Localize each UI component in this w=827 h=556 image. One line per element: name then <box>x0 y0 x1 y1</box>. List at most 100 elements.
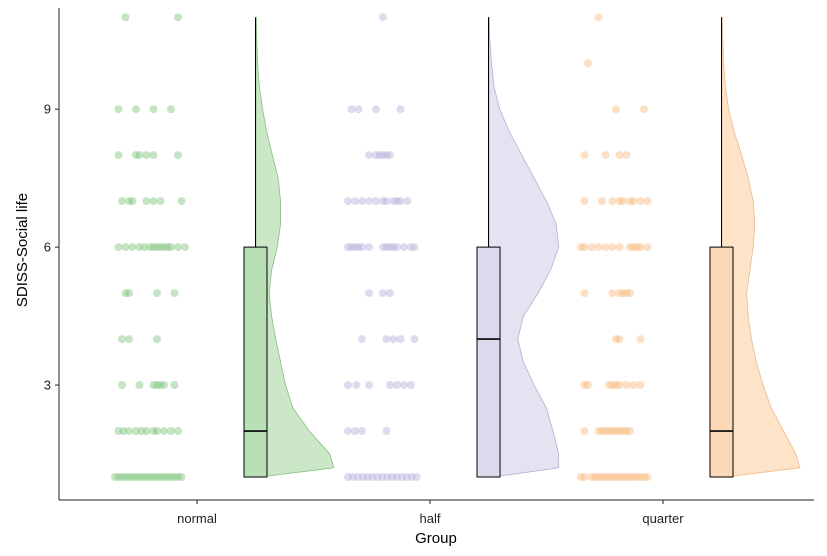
data-point <box>153 335 161 344</box>
data-point <box>354 243 363 252</box>
data-point <box>135 243 144 252</box>
data-point <box>619 473 627 481</box>
data-point <box>598 473 606 481</box>
data-point <box>114 151 123 160</box>
data-point <box>601 427 610 435</box>
data-point <box>400 381 408 389</box>
x-axis-title: Group <box>415 530 457 547</box>
data-point <box>121 243 130 252</box>
data-point <box>142 427 151 435</box>
data-point <box>160 243 168 252</box>
data-point <box>393 381 401 389</box>
data-point <box>344 427 352 435</box>
data-point <box>608 289 617 298</box>
data-point <box>365 151 373 160</box>
box-half <box>476 246 501 478</box>
data-point <box>410 243 419 252</box>
data-point <box>358 197 366 206</box>
data-point <box>114 473 123 481</box>
data-point <box>584 59 592 68</box>
data-point <box>358 243 366 252</box>
data-point <box>121 13 130 22</box>
data-point <box>135 473 144 481</box>
data-point <box>615 473 624 481</box>
data-point <box>396 335 405 344</box>
data-point <box>379 243 387 252</box>
data-point <box>633 243 641 252</box>
data-point <box>372 197 380 206</box>
box-quarter <box>709 246 734 478</box>
data-point <box>629 197 638 206</box>
data-point <box>643 197 652 206</box>
data-point <box>629 473 638 481</box>
data-point <box>612 427 620 435</box>
data-point <box>587 243 596 252</box>
data-point <box>132 151 140 160</box>
data-point <box>643 243 652 252</box>
data-point <box>344 381 352 389</box>
data-point <box>386 381 394 389</box>
data-point <box>160 381 168 389</box>
data-point <box>605 473 613 481</box>
data-point <box>142 197 151 206</box>
y-axis-title: SDISS-Social life <box>14 193 31 307</box>
data-point <box>626 243 634 252</box>
data-point <box>149 197 158 206</box>
data-point <box>137 427 146 435</box>
data-point <box>403 197 412 206</box>
data-point <box>125 289 133 298</box>
data-point <box>146 243 154 252</box>
data-point <box>386 151 394 160</box>
data-point <box>640 473 648 481</box>
data-point <box>153 473 161 481</box>
data-point <box>626 473 634 481</box>
data-point <box>146 473 154 481</box>
data-point <box>358 335 366 344</box>
data-point <box>140 243 149 252</box>
data-point <box>410 335 419 344</box>
data-point <box>591 473 599 481</box>
data-point <box>114 427 123 435</box>
data-point <box>407 381 415 389</box>
data-point <box>344 243 352 252</box>
data-point <box>389 197 398 206</box>
data-point <box>608 427 617 435</box>
data-point <box>132 427 140 435</box>
data-point <box>580 151 589 160</box>
data-point <box>351 197 359 206</box>
data-point <box>622 427 631 435</box>
data-point <box>615 427 624 435</box>
axis-ticks: normal half quarter 3 6 9 <box>44 102 684 526</box>
data-point <box>605 381 613 389</box>
data-point <box>622 381 631 389</box>
data-point <box>612 105 620 114</box>
data-point <box>580 427 589 435</box>
data-point <box>636 243 645 252</box>
data-point <box>149 473 158 481</box>
data-point <box>393 197 401 206</box>
data-point <box>612 335 620 344</box>
data-point <box>386 289 394 298</box>
data-point <box>601 151 610 160</box>
data-point <box>594 13 603 22</box>
data-point <box>626 289 634 298</box>
data-point <box>111 473 119 481</box>
data-point <box>344 473 352 481</box>
data-point <box>170 473 179 481</box>
data-point <box>407 473 416 481</box>
data-point <box>386 243 394 252</box>
data-point <box>636 473 645 481</box>
data-point <box>114 243 123 252</box>
data-point <box>156 243 165 252</box>
data-point <box>125 473 133 481</box>
data-point <box>598 427 606 435</box>
plot-area <box>111 13 801 481</box>
data-point <box>622 473 631 481</box>
data-point <box>612 381 620 389</box>
data-point <box>153 427 161 435</box>
data-point <box>615 151 624 160</box>
data-point <box>379 151 387 160</box>
data-point <box>379 13 387 22</box>
data-point <box>636 197 645 206</box>
data-point <box>382 243 391 252</box>
